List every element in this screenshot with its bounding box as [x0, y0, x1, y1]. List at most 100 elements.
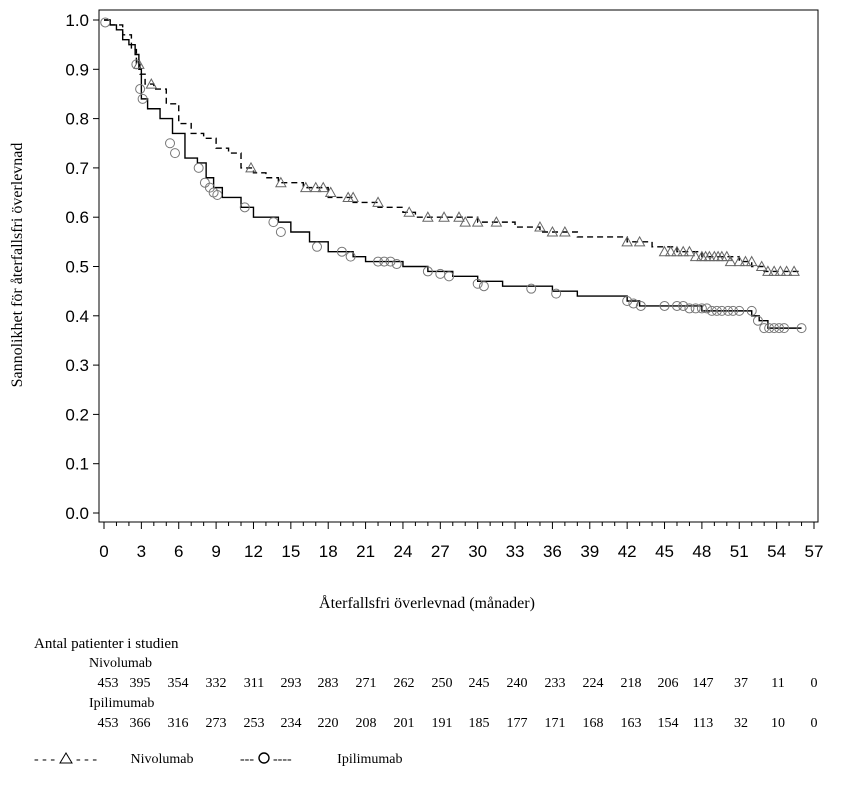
- risk-count: 233: [544, 676, 566, 691]
- censor-mark-ipilimumab: [379, 256, 390, 267]
- legend-nivolumab: - - - - - - Nivolumab: [34, 752, 194, 768]
- censor-mark-ipilimumab: [796, 323, 807, 334]
- censor-mark-ipilimumab: [701, 303, 712, 314]
- km-chart: 0.00.10.20.30.40.50.60.70.80.91.0 0 3 6 9 12…: [9, 9, 823, 612]
- risk-count: 177: [506, 716, 528, 731]
- risk-count: 234: [280, 716, 302, 731]
- y-tick-label: 0.7: [65, 159, 89, 178]
- risk-count: 273: [205, 716, 227, 731]
- censor-mark-nivolumab: [788, 265, 800, 276]
- censor-mark-ipilimumab: [526, 283, 537, 294]
- censor-mark-nivolumab: [664, 245, 677, 257]
- risk-count: 311: [243, 676, 265, 691]
- censor-mark-ipilimumab: [696, 303, 707, 314]
- risk-row-label-nivolumab: Nivolumab: [89, 656, 152, 671]
- censor-mark-nivolumab: [774, 265, 787, 276]
- y-tick-label: 0.4: [65, 307, 89, 326]
- censor-mark-nivolumab: [621, 235, 634, 247]
- censor-mark-ipilimumab: [678, 300, 689, 311]
- x-tick-label: 27: [431, 542, 450, 561]
- risk-count: 208: [355, 716, 377, 731]
- risk-count: 0: [810, 676, 818, 691]
- x-tick-label: 39: [580, 542, 599, 561]
- risk-count: 154: [657, 716, 679, 731]
- censor-mark-nivolumab: [733, 255, 746, 267]
- censor-mark-ipilimumab: [551, 288, 562, 299]
- risk-count: 113: [692, 716, 714, 731]
- censor-mark-nivolumab: [724, 255, 737, 267]
- risk-count: 185: [468, 716, 490, 731]
- censor-mark-ipilimumab: [728, 305, 739, 316]
- censor-mark-nivolumab: [490, 216, 503, 227]
- x-tick-label: 48: [692, 542, 711, 561]
- censor-mark-ipilimumab: [422, 266, 433, 277]
- y-tick-label: 0.6: [65, 208, 89, 227]
- risk-count: 201: [393, 716, 415, 731]
- legend-ipilimumab-line-right: ----: [273, 752, 292, 767]
- censor-mark-ipilimumab: [711, 305, 722, 316]
- triangle-icon: [58, 752, 73, 764]
- censor-mark-ipilimumab: [137, 93, 148, 104]
- censor-mark-ipilimumab: [746, 305, 757, 316]
- censor-mark-ipilimumab: [764, 323, 775, 334]
- risk-count: 168: [582, 716, 604, 731]
- x-tick-label: 54: [767, 542, 786, 561]
- censor-mark-ipilimumab: [472, 278, 483, 289]
- censor-mark-ipilimumab: [444, 271, 455, 282]
- x-tick-label: 9: [211, 542, 220, 561]
- censor-mark-nivolumab: [755, 260, 768, 271]
- risk-count: 218: [620, 676, 642, 691]
- risk-count: 271: [355, 676, 377, 691]
- y-tick-label: 0.1: [65, 455, 89, 474]
- censor-mark-nivolumab: [245, 161, 257, 173]
- censor-mark-nivolumab: [677, 245, 690, 257]
- legend-ipilimumab: --- ---- Ipilimumab: [240, 752, 402, 768]
- risk-count: 10: [771, 716, 785, 731]
- risk-count: 262: [393, 676, 415, 691]
- risk-row-label-ipilimumab: Ipilimumab: [89, 696, 155, 711]
- censor-mark-ipilimumab: [690, 303, 701, 314]
- risk-count: 240: [506, 676, 528, 691]
- legend-ipilimumab-label: Ipilimumab: [337, 752, 403, 767]
- censor-mark-ipilimumab: [135, 84, 146, 95]
- censor-mark-nivolumab: [275, 176, 287, 188]
- censor-mark-ipilimumab: [165, 138, 176, 149]
- censor-mark-nivolumab: [546, 225, 559, 237]
- risk-table-title: Antal patienter i studien: [34, 636, 179, 652]
- series-line-ipilimumab: [104, 19, 802, 329]
- y-tick-label: 0.5: [65, 258, 89, 277]
- censor-mark-ipilimumab: [385, 256, 396, 267]
- censor-mark-nivolumab: [309, 181, 322, 193]
- risk-count: 191: [431, 716, 453, 731]
- x-tick-label: 0: [99, 542, 108, 561]
- censor-mark-nivolumab: [745, 255, 758, 267]
- x-tick-label: 42: [618, 542, 637, 561]
- x-tick-label: 24: [393, 542, 412, 561]
- risk-count: 0: [810, 716, 818, 731]
- censor-mark-nivolumab: [671, 245, 683, 257]
- censor-mark-nivolumab: [403, 206, 416, 217]
- censor-mark-ipilimumab: [706, 305, 717, 316]
- risk-count: 366: [129, 716, 151, 731]
- risk-count: 32: [734, 716, 748, 731]
- censor-mark-ipilimumab: [336, 246, 347, 257]
- x-tick-label: 33: [506, 542, 525, 561]
- risk-count: 453: [97, 716, 119, 731]
- circle-icon: [257, 752, 270, 764]
- censor-mark-ipilimumab: [345, 251, 356, 262]
- censor-mark-nivolumab: [299, 181, 312, 193]
- censor-mark-nivolumab: [768, 265, 780, 276]
- y-axis-title: Sannolikhet för återfallsfri överlevnad: [9, 143, 26, 388]
- censor-mark-nivolumab: [453, 211, 465, 222]
- censor-mark-ipilimumab: [723, 305, 734, 316]
- risk-count: 245: [468, 676, 490, 691]
- risk-count: 316: [167, 716, 189, 731]
- x-tick-label: 30: [468, 542, 487, 561]
- censor-mark-ipilimumab: [628, 298, 639, 309]
- censor-mark-ipilimumab: [275, 226, 286, 237]
- censor-mark-ipilimumab: [193, 162, 204, 173]
- risk-count: 354: [167, 676, 189, 691]
- y-tick-label: 1.0: [65, 11, 89, 30]
- legend-nivolumab-line-right: - - -: [76, 752, 97, 767]
- censor-mark-nivolumab: [739, 255, 752, 267]
